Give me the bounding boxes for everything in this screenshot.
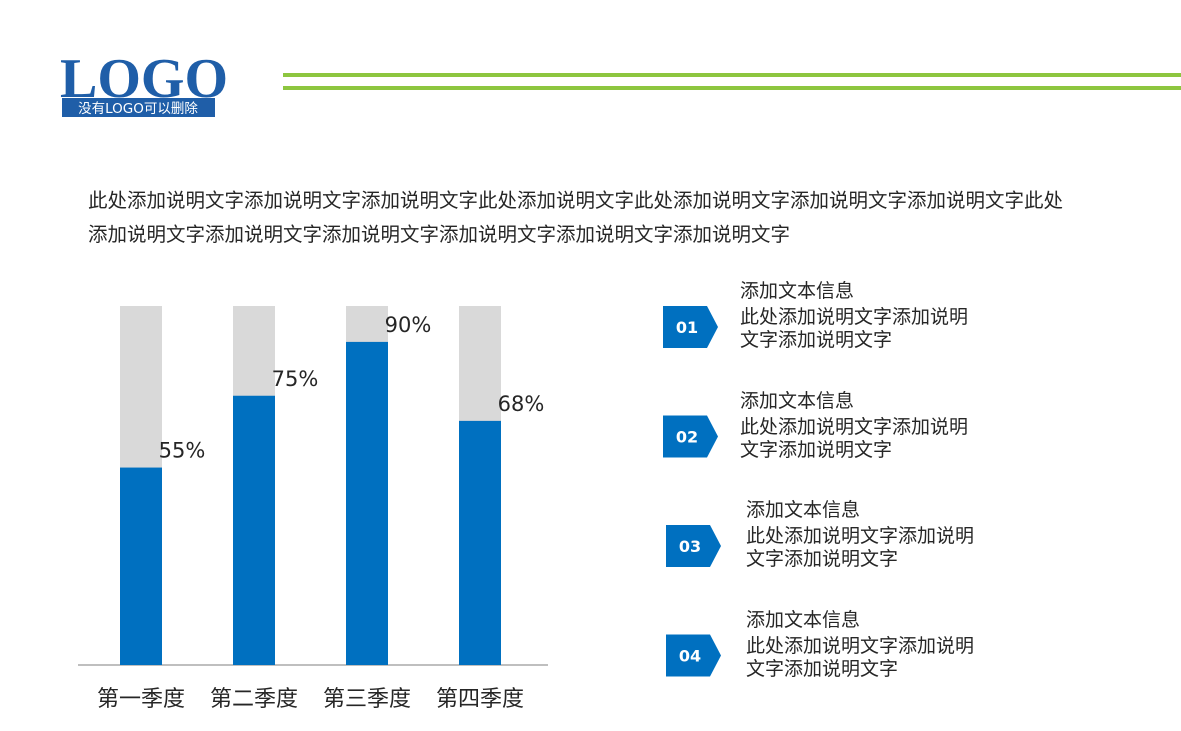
badge: [666, 525, 721, 567]
bar: [233, 395, 275, 665]
logo-box: [62, 98, 215, 117]
value-label: 90%: [385, 313, 432, 337]
bar: [120, 467, 162, 665]
item-text: 此处添加说明文字添加说明文字添加说明文字: [746, 634, 975, 680]
logo-subtitle: 没有LOGO可以删除: [78, 101, 198, 117]
badge-number: 02: [676, 428, 698, 447]
badge: [666, 634, 721, 677]
item-title: 添加文本信息: [740, 389, 855, 412]
bar: [346, 341, 388, 665]
item-text: 此处添加说明文字添加说明文字添加说明文字: [746, 525, 975, 570]
value-label: 68%: [498, 392, 545, 416]
bar: [459, 420, 501, 665]
value-label: 55%: [159, 439, 206, 463]
item-title: 添加文本信息: [740, 280, 855, 302]
item-text: 此处添加说明文字添加说明文字添加说明文字: [740, 306, 969, 351]
badge-number: 01: [676, 318, 698, 337]
badge: [663, 415, 718, 458]
category-label: 第二季度: [210, 687, 298, 712]
description: 此处添加说明文字添加说明文字添加说明文字此处添加说明文字此处添加说明文字添加说明…: [88, 189, 1064, 246]
item-title: 添加文本信息: [746, 499, 861, 521]
badge: [663, 306, 718, 348]
category-label: 第一季度: [97, 687, 185, 712]
badge-number: 03: [679, 537, 701, 556]
item-title: 添加文本信息: [746, 608, 861, 631]
item-text: 此处添加说明文字添加说明文字添加说明文字: [740, 415, 969, 461]
category-label: 第四季度: [436, 687, 524, 712]
category-label: 第三季度: [323, 687, 411, 712]
badge-number: 04: [679, 647, 701, 666]
value-label: 75%: [272, 367, 319, 391]
